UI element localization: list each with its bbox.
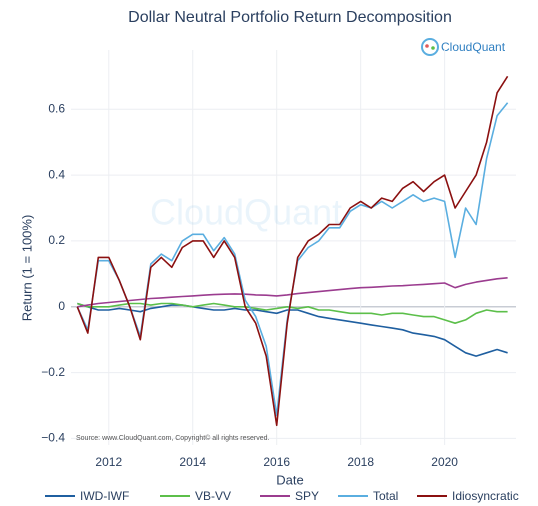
legend-label: IWD-IWF bbox=[80, 489, 129, 503]
y-tick-label: −0.4 bbox=[41, 431, 65, 445]
series-line bbox=[76, 75, 509, 427]
y-tick-label: −0.2 bbox=[41, 365, 65, 379]
watermark: CloudQuant bbox=[150, 192, 342, 233]
logo-dot bbox=[431, 46, 435, 50]
logo: CloudQuant bbox=[421, 38, 506, 56]
logo-icon bbox=[421, 38, 439, 56]
legend-item: Idiosyncratic bbox=[417, 489, 519, 503]
legend-item: VB-VV bbox=[160, 489, 231, 503]
chart-title: Dollar Neutral Portfolio Return Decompos… bbox=[128, 9, 452, 26]
x-tick-label: 2018 bbox=[347, 455, 374, 469]
legend-item: Total bbox=[338, 489, 398, 503]
logo-text: CloudQuant bbox=[441, 40, 506, 54]
y-tick-label: 0.2 bbox=[48, 233, 65, 247]
source-note: Source: www.CloudQuant.com, Copyright© a… bbox=[76, 434, 270, 442]
legend-label: Idiosyncratic bbox=[452, 489, 519, 503]
y-axis-label: Return (1 = 100%) bbox=[19, 215, 34, 322]
x-tick-label: 2014 bbox=[179, 455, 206, 469]
legend-label: VB-VV bbox=[195, 489, 231, 503]
y-tick-label: 0 bbox=[58, 299, 65, 313]
series-line bbox=[77, 302, 508, 325]
logo-dot bbox=[425, 44, 429, 48]
y-tick-label: 0.4 bbox=[48, 167, 65, 181]
legend-label: Total bbox=[373, 489, 398, 503]
x-tick-label: 2012 bbox=[95, 455, 122, 469]
y-tick-label: 0.6 bbox=[48, 101, 65, 115]
legend-label: SPY bbox=[295, 489, 319, 503]
plot-area bbox=[71, 50, 516, 445]
legend-item: SPY bbox=[260, 489, 319, 503]
legend-item: IWD-IWF bbox=[45, 489, 129, 503]
x-axis-label: Date bbox=[276, 472, 303, 487]
x-tick-label: 2016 bbox=[263, 455, 290, 469]
x-tick-label: 2020 bbox=[431, 455, 458, 469]
series-line bbox=[77, 302, 508, 357]
